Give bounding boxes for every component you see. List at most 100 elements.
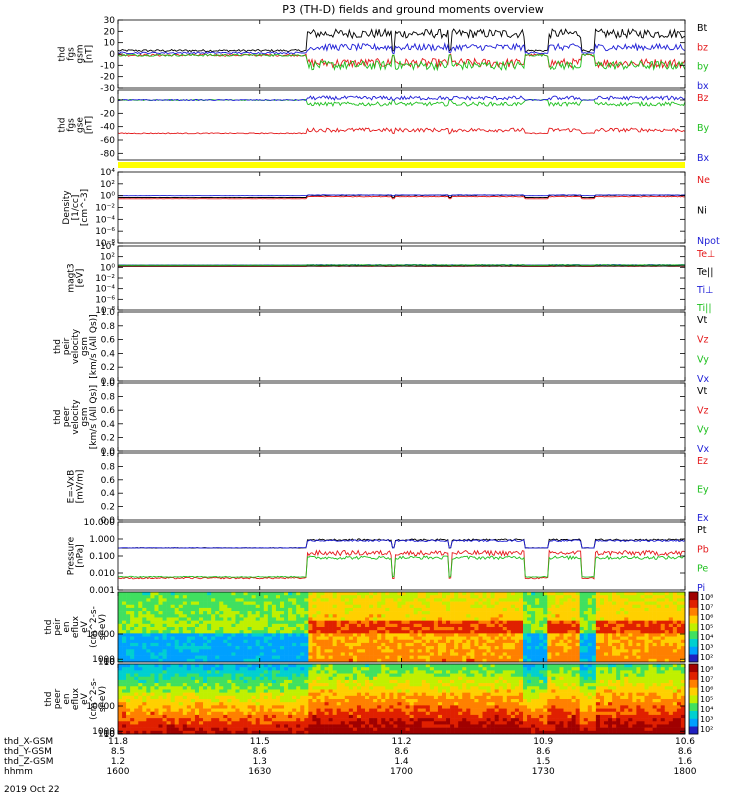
spectrogram-cell (158, 617, 163, 621)
spectrogram-cell (300, 670, 305, 674)
y-tick-label: 0.010 (89, 569, 115, 579)
spectrogram-cell (267, 642, 273, 647)
spectrogram-cell (308, 686, 313, 690)
spectrogram-cell (369, 689, 374, 693)
spectrogram-cell (466, 630, 471, 634)
spectrogram-cell (393, 652, 398, 656)
spectrogram-cell (628, 607, 633, 612)
spectrogram-cell (150, 721, 155, 725)
spectrogram-cell (247, 679, 252, 684)
spectrogram-cell (267, 699, 273, 703)
colorbar-tick-label: 10⁸ (700, 593, 713, 602)
spectrogram-cell (498, 604, 504, 609)
spectrogram-cell (676, 636, 682, 641)
spectrogram-cell (203, 702, 208, 706)
spectrogram-cell (231, 642, 236, 647)
spectrogram-cell (405, 595, 410, 599)
spectrogram-cell (300, 708, 305, 713)
spectrogram-cell (397, 724, 402, 728)
spectrogram-cell (632, 636, 637, 641)
spectrogram-cell (231, 718, 236, 722)
spectrogram-cell (162, 708, 167, 713)
spectrogram-cell (166, 686, 171, 690)
spectrogram-cell (203, 646, 208, 650)
spectrogram-cell (356, 611, 362, 615)
spectrogram-cell (405, 652, 410, 656)
spectrogram-cell (134, 630, 139, 634)
spectrogram-cell (680, 598, 686, 602)
spectrogram-cell (381, 727, 386, 732)
y-tick-label: 30 (104, 16, 116, 26)
spectrogram-cell (567, 592, 572, 596)
spectrogram-cell (583, 604, 589, 609)
spectrogram-cell (616, 592, 621, 596)
spectrogram-cell (531, 655, 536, 660)
spectrogram-cell (462, 658, 467, 663)
spectrogram-cell (300, 699, 305, 703)
spectrogram-cell (146, 630, 151, 634)
y-tick-label: 1000 (92, 655, 115, 665)
legend-entry: Bz (697, 93, 709, 104)
spectrogram-cell (263, 655, 269, 660)
spectrogram-cell (397, 598, 402, 602)
spectrogram-cell (551, 639, 556, 644)
spectrogram-cell (672, 604, 678, 609)
spectrogram-cell (567, 623, 572, 628)
y-tick-label: 10⁴ (100, 242, 115, 252)
spectrogram-cell (389, 670, 394, 674)
spectrogram-cell (275, 724, 281, 728)
spectrogram-cell (644, 604, 649, 609)
spectrogram-cell (178, 646, 184, 650)
spectrogram-cell (632, 639, 637, 644)
spectrogram-cell (405, 646, 410, 650)
spectrogram-cell (373, 695, 378, 700)
spectrogram-cell (664, 598, 670, 602)
spectrogram-cell (316, 604, 321, 609)
spectrogram-cell (271, 673, 277, 678)
spectrogram-cell (219, 664, 224, 668)
spectrogram-cell (271, 689, 277, 693)
spectrogram-cell (255, 630, 261, 634)
spectrogram-cell (377, 620, 382, 625)
spectrogram-cell (130, 620, 135, 625)
spectrogram-cell (336, 620, 342, 625)
spectrogram-cell (300, 714, 305, 719)
spectrogram-cell (271, 633, 277, 637)
spectrogram-cell (442, 642, 447, 647)
spectrogram-cell (531, 646, 536, 650)
spectrogram-cell (158, 730, 163, 735)
spectrogram-cell (130, 627, 135, 631)
spectrogram-cell (348, 708, 354, 713)
spectrogram-cell (527, 620, 532, 625)
spectrogram-cell (259, 702, 265, 706)
spectrogram-cell (551, 611, 556, 615)
spectrogram-cell (122, 718, 127, 722)
spectrogram-cell (162, 711, 167, 716)
spectrogram-cell (421, 623, 427, 628)
spectrogram-cell (247, 595, 252, 599)
spectrogram-cell (162, 667, 167, 671)
spectrogram-cell (166, 607, 171, 612)
spectrogram-cell (243, 658, 248, 663)
spectrogram-cell (551, 592, 556, 596)
spectrogram-cell (348, 692, 354, 697)
spectrogram-cell (523, 646, 528, 650)
spectrogram-cell (227, 614, 232, 618)
spectrogram-cell (543, 592, 548, 596)
spectrogram-cell (604, 611, 609, 615)
spectrogram-cell (190, 673, 196, 678)
spectrogram-cell (182, 655, 188, 660)
spectrogram-cell (595, 592, 601, 596)
spectrogram-cell (397, 614, 402, 618)
spectrogram-cell (247, 639, 252, 644)
spectrogram-cell (122, 598, 127, 602)
spectrogram-cell (599, 633, 605, 637)
spectrogram-cell (571, 604, 576, 609)
spectrogram-cell (612, 642, 617, 647)
spectrogram-cell (591, 627, 597, 631)
spectrogram-cell (401, 592, 406, 596)
spectrogram-cell (219, 667, 224, 671)
spectrogram-cell (211, 711, 216, 716)
spectrogram-cell (417, 601, 423, 606)
spectrogram-cell (247, 655, 252, 660)
